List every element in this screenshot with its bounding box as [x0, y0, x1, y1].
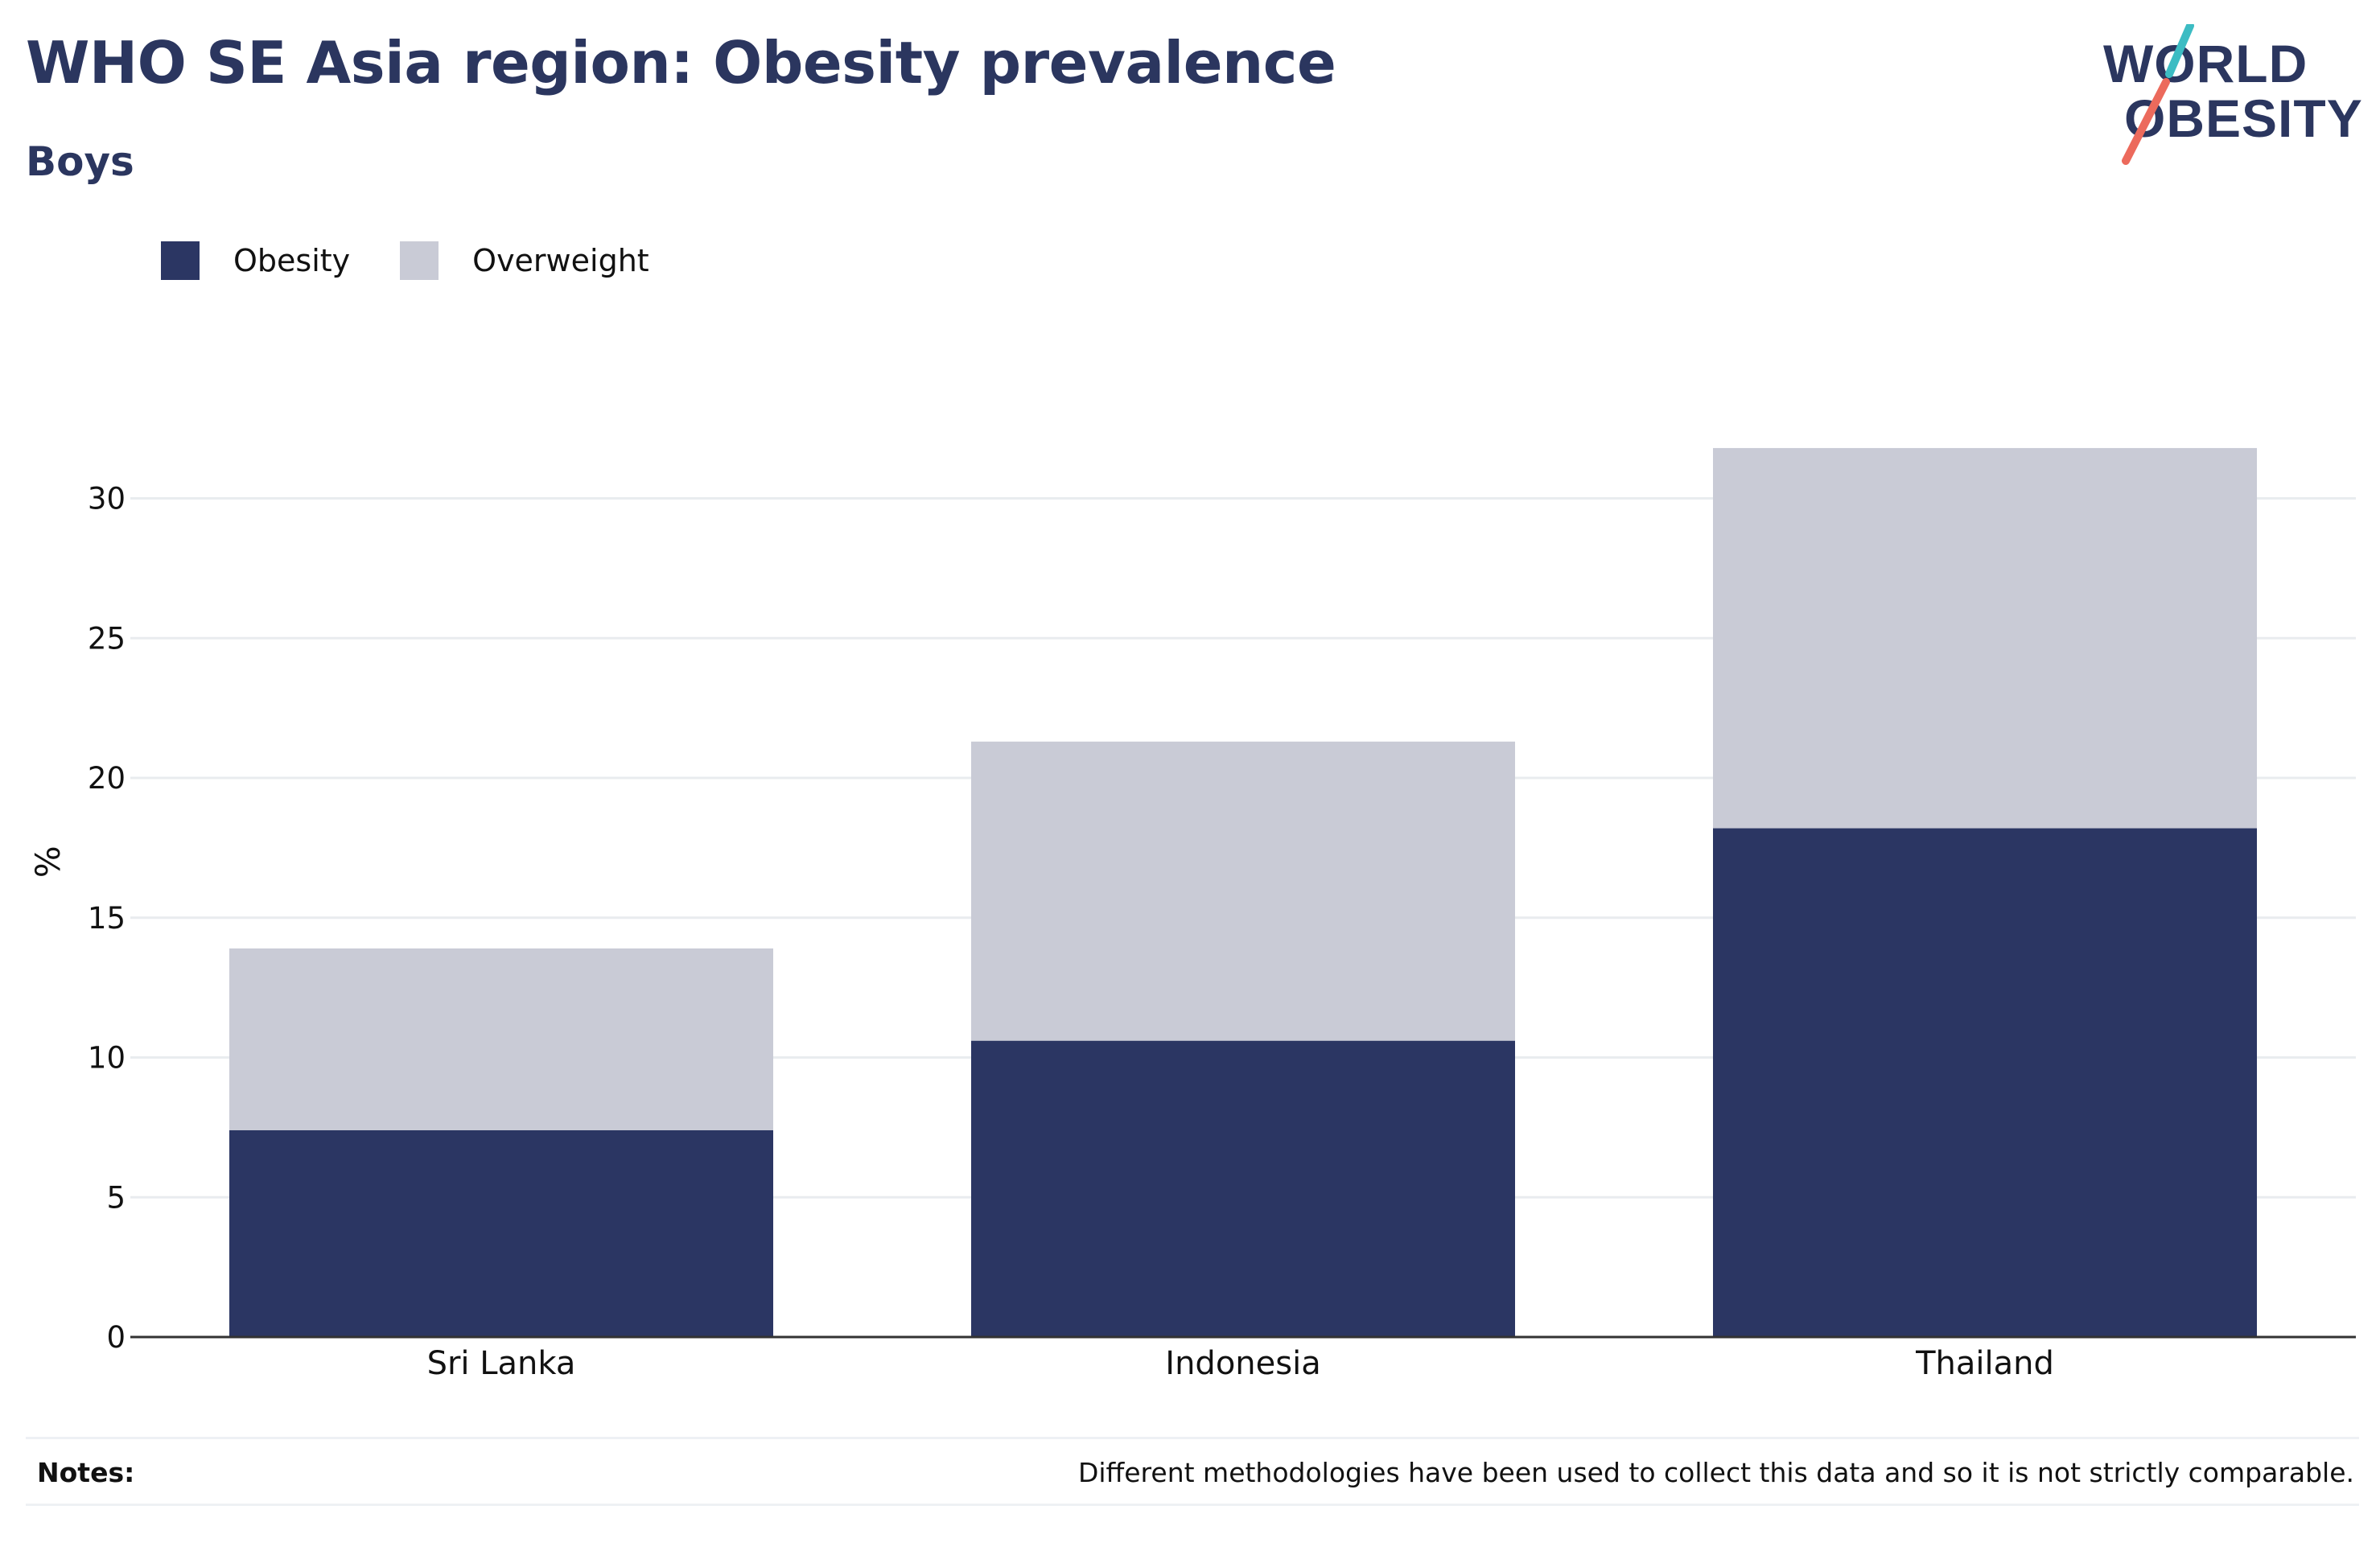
legend-label-overweight: Overweight — [472, 243, 649, 278]
y-tick-label-15: 15 — [88, 901, 126, 936]
x-tick-label-indonesia: Indonesia — [1165, 1345, 1320, 1382]
legend-swatch-obesity — [161, 241, 200, 280]
chart-subtitle: Boys — [26, 138, 134, 185]
y-tick-label-5: 5 — [106, 1180, 126, 1215]
world-obesity-logo: WORLD OBESITY — [2103, 24, 2363, 165]
notes-bar: Notes: Different methodologies have been… — [26, 1437, 2359, 1506]
logo-slash-bottom — [2122, 78, 2170, 165]
notes-label: Notes: — [37, 1457, 135, 1488]
legend-swatch-overweight — [400, 241, 439, 280]
bar-overweight-sri-lanka — [229, 948, 773, 1130]
logo-word-world: WORLD — [2103, 34, 2308, 93]
bar-obesity-thailand — [1713, 828, 2257, 1337]
y-tick-label-30: 30 — [88, 482, 126, 516]
chart-title: WHO SE Asia region: Obesity prevalence — [26, 29, 1336, 97]
legend-item-overweight[interactable]: Overweight — [400, 241, 649, 280]
y-tick-label-0: 0 — [106, 1320, 126, 1355]
y-tick-label-10: 10 — [88, 1041, 126, 1076]
y-axis-label: % — [28, 846, 68, 878]
y-tick-label-25: 25 — [88, 621, 126, 656]
bar-obesity-sri-lanka — [229, 1129, 773, 1337]
logo-word-obesity: OBESITY — [2124, 88, 2363, 148]
bar-overweight-indonesia — [971, 741, 1515, 1041]
x-tick-label-sri-lanka: Sri Lanka — [427, 1345, 576, 1382]
chart-legend: Obesity Overweight — [161, 238, 699, 283]
notes-text: Different methodologies have been used t… — [1077, 1457, 2354, 1488]
x-tick-label-thailand: Thailand — [1915, 1345, 2054, 1382]
bar-obesity-indonesia — [971, 1040, 1515, 1337]
legend-label-obesity: Obesity — [233, 243, 351, 278]
logo-slash-top — [2165, 24, 2194, 78]
y-tick-label-20: 20 — [88, 761, 126, 796]
legend-item-obesity[interactable]: Obesity — [161, 241, 350, 280]
bar-overweight-thailand — [1713, 447, 2257, 829]
